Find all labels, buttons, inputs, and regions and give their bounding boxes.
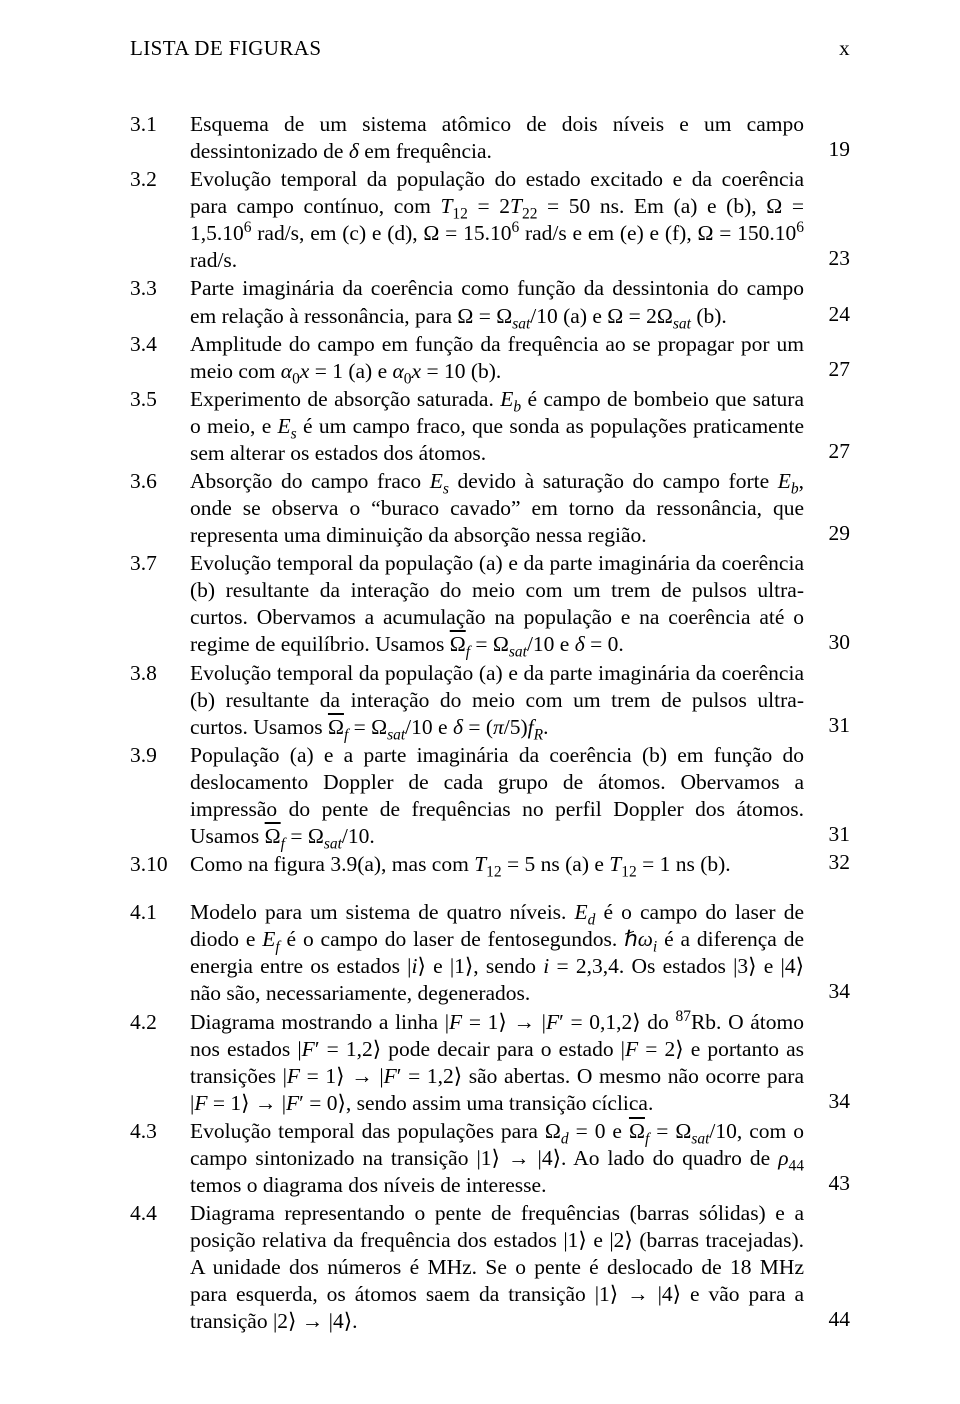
figure-caption: Parte imaginária da coerência como funçã… — [190, 275, 804, 329]
figure-entry: 3.4Amplitude do campo em função da frequ… — [130, 331, 850, 385]
figure-page: 19 — [804, 136, 850, 163]
figure-caption: Evolução temporal da população (a) e da … — [190, 550, 804, 658]
figure-number: 4.4 — [130, 1200, 190, 1227]
figure-entry: 3.3Parte imaginária da coerência como fu… — [130, 275, 850, 329]
figure-entry: 4.1Modelo para um sistema de quatro níve… — [130, 899, 850, 1007]
figure-caption: Diagrama representando o pente de frequê… — [190, 1200, 804, 1335]
figure-number: 3.2 — [130, 166, 190, 193]
figure-number: 3.4 — [130, 331, 190, 358]
figure-number: 3.6 — [130, 468, 190, 495]
figure-number: 3.7 — [130, 550, 190, 577]
figure-page: 31 — [804, 712, 850, 739]
figure-entry: 4.2Diagrama mostrando a linha |F = 1⟩ → … — [130, 1009, 850, 1117]
figure-number: 3.9 — [130, 742, 190, 769]
figure-number: 3.5 — [130, 386, 190, 413]
figure-entry: 3.10Como na figura 3.9(a), mas com T12 =… — [130, 851, 850, 878]
figure-caption: Evolução temporal da população do estado… — [190, 166, 804, 274]
figure-caption: Como na figura 3.9(a), mas com T12 = 5 n… — [190, 851, 804, 878]
figure-number: 3.1 — [130, 111, 190, 138]
figure-page: 24 — [804, 301, 850, 328]
figure-caption: Modelo para um sistema de quatro níveis.… — [190, 899, 804, 1007]
figure-entry: 3.1Esquema de um sistema atômico de dois… — [130, 111, 850, 165]
figure-entry: 3.9População (a) e a parte imaginária da… — [130, 742, 850, 850]
figure-entry: 4.3Evolução temporal das populações para… — [130, 1118, 850, 1199]
figure-caption: População (a) e a parte imaginária da co… — [190, 742, 804, 850]
figure-page: 44 — [804, 1306, 850, 1333]
figure-number: 3.3 — [130, 275, 190, 302]
figure-caption: Diagrama mostrando a linha |F = 1⟩ → |F′… — [190, 1009, 804, 1117]
figure-caption: Evolução temporal das populações para Ωd… — [190, 1118, 804, 1199]
figure-number: 4.2 — [130, 1009, 190, 1036]
page-container: LISTA DE FIGURAS x 3.1Esquema de um sist… — [0, 0, 960, 1376]
figure-entry: 4.4Diagrama representando o pente de fre… — [130, 1200, 850, 1335]
figure-caption: Absorção do campo fraco Es devido à satu… — [190, 468, 804, 549]
figure-number: 4.3 — [130, 1118, 190, 1145]
running-header: LISTA DE FIGURAS x — [130, 36, 850, 61]
figure-entry: 3.2Evolução temporal da população do est… — [130, 166, 850, 274]
figure-caption: Amplitude do campo em função da frequênc… — [190, 331, 804, 385]
figure-page: 34 — [804, 1088, 850, 1115]
figure-entry: 3.5Experimento de absorção saturada. Eb … — [130, 386, 850, 467]
figure-page: 27 — [804, 438, 850, 465]
figure-number: 3.10 — [130, 851, 190, 878]
figure-caption: Esquema de um sistema atômico de dois ní… — [190, 111, 804, 165]
figure-page: 27 — [804, 356, 850, 383]
figure-page: 31 — [804, 821, 850, 848]
figure-number: 4.1 — [130, 899, 190, 926]
figure-page: 23 — [804, 245, 850, 272]
figure-entry: 3.6Absorção do campo fraco Es devido à s… — [130, 468, 850, 549]
list-of-figures: 3.1Esquema de um sistema atômico de dois… — [130, 111, 850, 1335]
figure-entry: 3.7Evolução temporal da população (a) e … — [130, 550, 850, 658]
figure-page: 29 — [804, 520, 850, 547]
figure-page: 43 — [804, 1170, 850, 1197]
figure-caption: Evolução temporal da população (a) e da … — [190, 660, 804, 741]
figure-page: 34 — [804, 978, 850, 1005]
figure-page: 32 — [804, 849, 850, 876]
header-title: LISTA DE FIGURAS — [130, 36, 321, 61]
figure-page: 30 — [804, 629, 850, 656]
figure-entry: 3.8Evolução temporal da população (a) e … — [130, 660, 850, 741]
figure-caption: Experimento de absorção saturada. Eb é c… — [190, 386, 804, 467]
header-page-roman: x — [839, 36, 850, 61]
figure-number: 3.8 — [130, 660, 190, 687]
